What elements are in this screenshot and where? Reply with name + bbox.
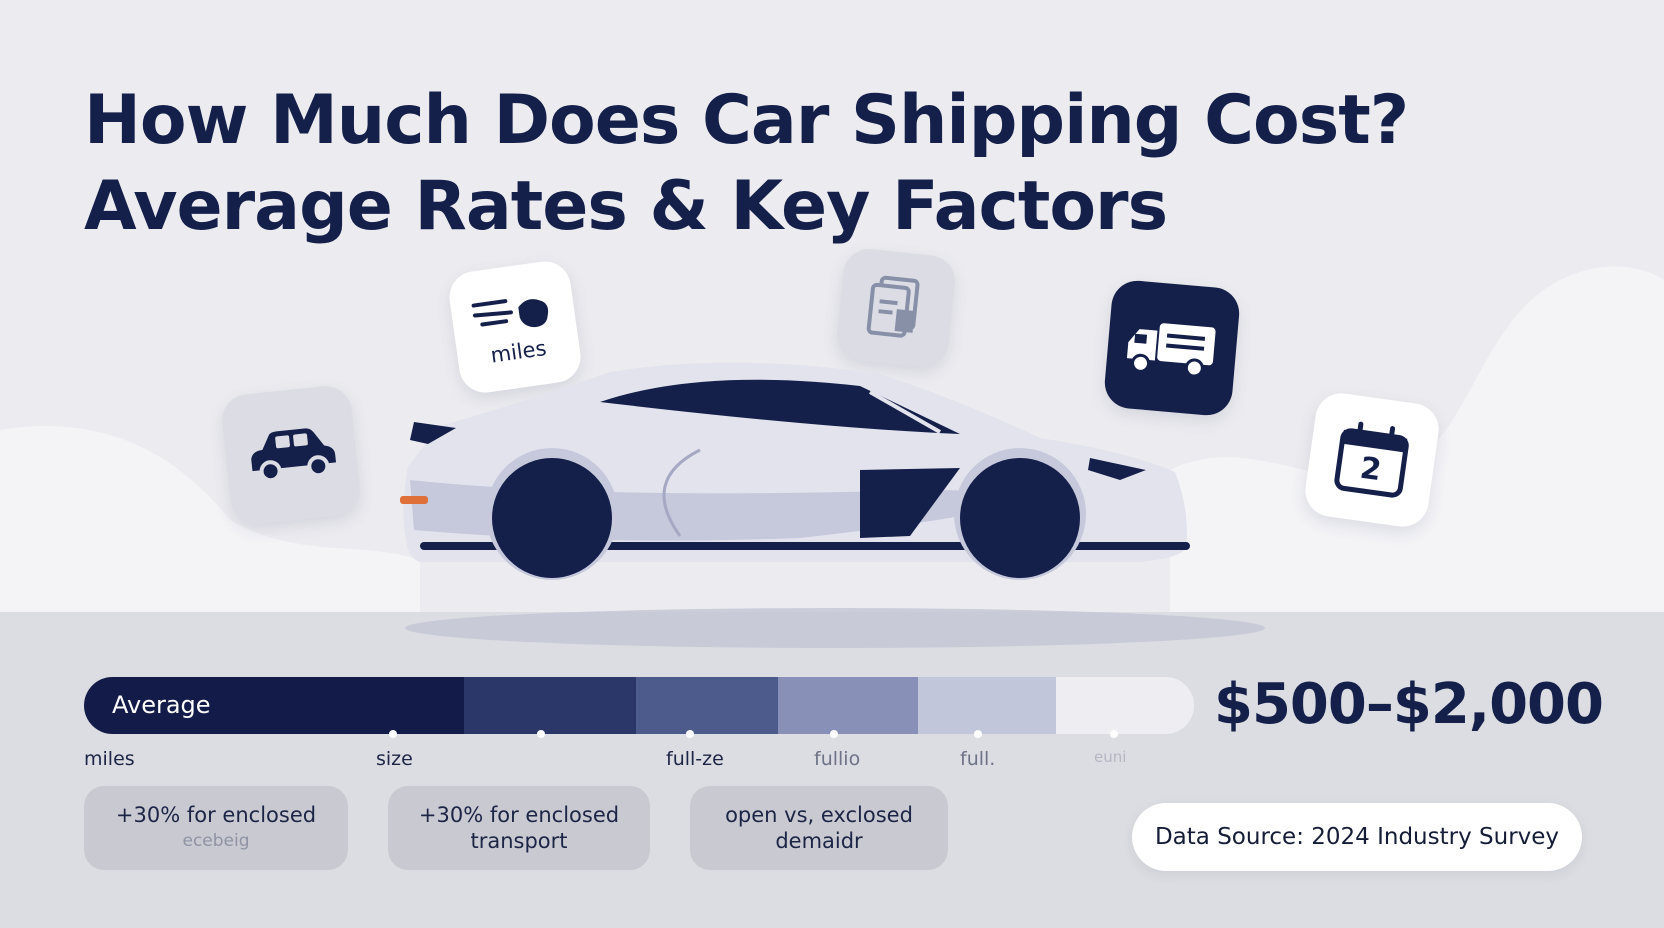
factor-card: +30% for enclosed ecebeig — [84, 786, 348, 870]
car-tile — [219, 383, 363, 527]
tick-label: euni — [1094, 748, 1127, 766]
calendar-icon — [1334, 421, 1409, 498]
document-icon — [866, 275, 920, 338]
car-icon — [251, 428, 337, 483]
scale-segment — [778, 677, 918, 734]
title-line-1: How Much Does Car Shipping Cost? — [84, 81, 1409, 160]
factor-card-line2: ecebeig — [182, 831, 250, 851]
factor-card-line1: open vs, exclosed — [725, 803, 913, 827]
bar-label: Average — [112, 691, 211, 719]
scale-tick — [686, 730, 694, 738]
title-line-2: Average Rates & Key Factors — [84, 167, 1168, 246]
scale-tick — [537, 730, 545, 738]
factor-card: open vs, exclosed demaidr — [690, 786, 948, 870]
scale-tick — [389, 730, 397, 738]
factor-card-line2: demaidr — [775, 829, 863, 853]
scale-segment — [918, 677, 1056, 734]
calendar-tile: 2 — [1301, 389, 1443, 531]
cost-scale-bar: Average — [84, 677, 1194, 734]
tick-label: miles — [84, 748, 135, 770]
data-source-badge: Data Source: 2024 Industry Survey — [1132, 803, 1582, 871]
tick-label: full. — [960, 748, 996, 770]
factor-card: +30% for enclosed transport — [388, 786, 650, 870]
scale-tick — [1110, 730, 1118, 738]
truck-icon — [1126, 323, 1216, 378]
sports-car-illustration — [400, 362, 1190, 580]
tick-label: fullio — [814, 748, 861, 770]
scale-segment — [636, 677, 778, 734]
scale-tick — [830, 730, 838, 738]
miles-tile: miles — [446, 258, 584, 396]
scale-segment — [84, 677, 464, 734]
factor-card-line1: +30% for enclosed — [418, 803, 620, 827]
document-tile — [834, 246, 958, 370]
scale-segment — [1056, 677, 1194, 734]
tick-label: full-ze — [666, 748, 724, 770]
distance-icon — [471, 299, 549, 328]
factor-card-line2: transport — [470, 829, 568, 853]
truck-tile — [1102, 278, 1242, 418]
tick-label: size — [376, 748, 413, 770]
factor-card-line1: +30% for enclosed — [115, 803, 317, 827]
price-range: $500–$2,000 — [1214, 672, 1604, 737]
scale-tick — [974, 730, 982, 738]
page-title: How Much Does Car Shipping Cost? Average… — [84, 78, 1409, 250]
scale-segment — [464, 677, 636, 734]
